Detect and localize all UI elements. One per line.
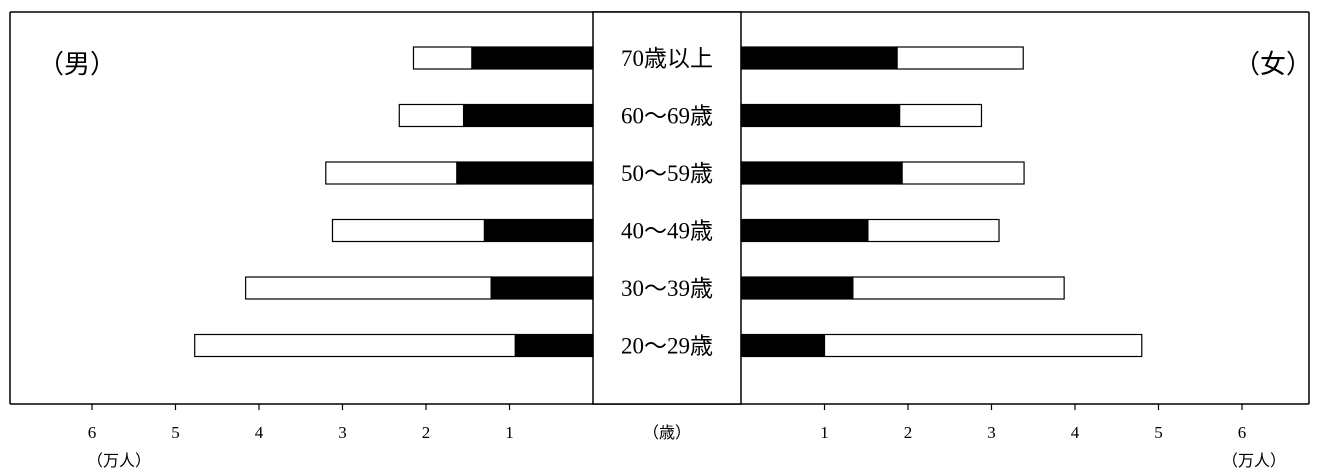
center-age-panel xyxy=(592,11,742,405)
male-label: （男） xyxy=(38,50,116,79)
male-tick-label: 6 xyxy=(88,423,97,442)
female-bar-total xyxy=(901,161,1025,185)
plot-frame xyxy=(9,11,1310,405)
male-bar-total xyxy=(325,161,458,185)
ticks-group: 1 1 2 2 3 3 4 4 5 5 6 6 xyxy=(88,404,1247,442)
age-group-label: 30～39歳 xyxy=(621,276,713,301)
male-bar-filled xyxy=(456,161,594,185)
age-group-label: 60～69歳 xyxy=(621,104,713,129)
male-bar-total xyxy=(331,218,486,243)
female-tick-label: 2 xyxy=(904,423,913,442)
female-tick-label: 1 xyxy=(820,423,829,442)
female-bar-filled xyxy=(740,218,869,243)
female-label: （女） xyxy=(1234,50,1312,79)
female-bar-filled xyxy=(740,161,903,185)
left-unit-label: （万人） xyxy=(87,452,151,470)
female-bar-total xyxy=(896,46,1024,70)
female-bar-filled xyxy=(740,333,826,358)
female-bar-filled xyxy=(740,103,901,128)
bars-group xyxy=(194,46,1143,358)
male-tick-label: 4 xyxy=(255,423,264,442)
age-group-label: 50～59歳 xyxy=(621,161,713,186)
age-labels-group: 70歳以上 60～69歳 50～59歳 40～49歳 30～39歳 20～29歳 xyxy=(621,46,713,359)
age-group-label: 20～29歳 xyxy=(621,334,713,359)
male-tick-label: 2 xyxy=(422,423,431,442)
male-tick-label: 3 xyxy=(338,423,347,442)
female-bar-filled xyxy=(740,46,898,70)
male-bar-total xyxy=(398,103,465,128)
male-tick-label: 5 xyxy=(171,423,180,442)
center-axis-label: （歳） xyxy=(643,424,691,442)
right-unit-label: （万人） xyxy=(1222,452,1286,470)
female-tick-label: 4 xyxy=(1071,423,1080,442)
male-bar-filled xyxy=(514,333,594,358)
female-tick-label: 6 xyxy=(1238,423,1247,442)
male-bar-total xyxy=(194,333,516,358)
female-bar-filled xyxy=(740,276,854,300)
male-bar-filled xyxy=(471,46,594,70)
female-tick-label: 5 xyxy=(1154,423,1163,442)
male-bar-filled xyxy=(483,218,594,243)
female-bar-total xyxy=(852,276,1065,300)
female-bar-total xyxy=(823,333,1143,358)
male-bar-total xyxy=(412,46,473,70)
female-bar-total xyxy=(899,103,983,128)
male-bar-total xyxy=(245,276,492,300)
age-group-label: 40～49歳 xyxy=(621,219,713,244)
age-group-label: 70歳以上 xyxy=(621,46,713,71)
male-tick-label: 1 xyxy=(505,423,514,442)
male-bar-filled xyxy=(490,276,594,300)
female-bar-total xyxy=(867,218,1000,243)
male-bar-filled xyxy=(462,103,594,128)
female-tick-label: 3 xyxy=(987,423,996,442)
